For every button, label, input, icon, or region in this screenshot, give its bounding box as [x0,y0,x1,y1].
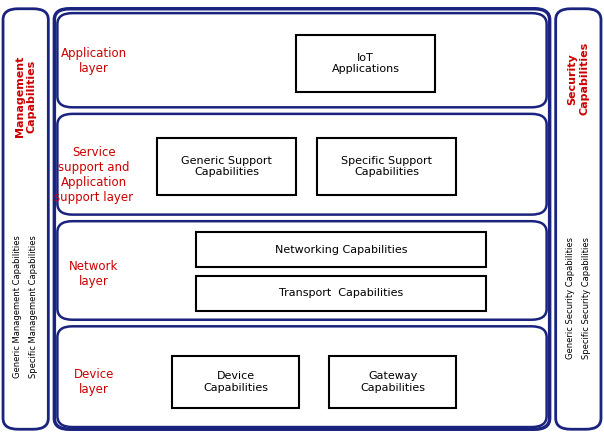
Text: Device
layer: Device layer [74,368,114,396]
FancyBboxPatch shape [57,326,547,427]
FancyBboxPatch shape [172,356,299,408]
FancyBboxPatch shape [57,221,547,320]
FancyBboxPatch shape [317,138,456,195]
Text: Generic Security Capabilities
Specific Security Capabilities: Generic Security Capabilities Specific S… [566,237,591,359]
FancyBboxPatch shape [296,35,435,92]
FancyBboxPatch shape [196,276,486,311]
Text: Transport  Capabilities: Transport Capabilities [279,289,403,298]
FancyBboxPatch shape [57,114,547,215]
Text: Application
layer: Application layer [60,47,127,75]
FancyBboxPatch shape [329,356,456,408]
Text: Security
Capabilities: Security Capabilities [568,42,589,116]
Text: Generic Support
Capabilities: Generic Support Capabilities [181,155,272,177]
Text: Specific Support
Capabilities: Specific Support Capabilities [341,155,432,177]
FancyBboxPatch shape [196,232,486,267]
Text: Service
support and
Application
support layer: Service support and Application support … [54,146,133,204]
Text: Networking Capabilities: Networking Capabilities [275,245,408,254]
Text: Generic Management Capabilities
Specific Management Capabilities: Generic Management Capabilities Specific… [13,235,38,378]
Text: Network
layer: Network layer [69,260,118,288]
FancyBboxPatch shape [157,138,296,195]
FancyBboxPatch shape [3,9,48,429]
FancyBboxPatch shape [54,9,550,429]
Text: IoT
Applications: IoT Applications [332,53,399,74]
FancyBboxPatch shape [556,9,601,429]
FancyBboxPatch shape [57,13,547,107]
Text: Device
Capabilities: Device Capabilities [203,371,268,393]
Text: Management
Capabilities: Management Capabilities [15,56,36,137]
Text: Gateway
Capabilities: Gateway Capabilities [360,371,425,393]
